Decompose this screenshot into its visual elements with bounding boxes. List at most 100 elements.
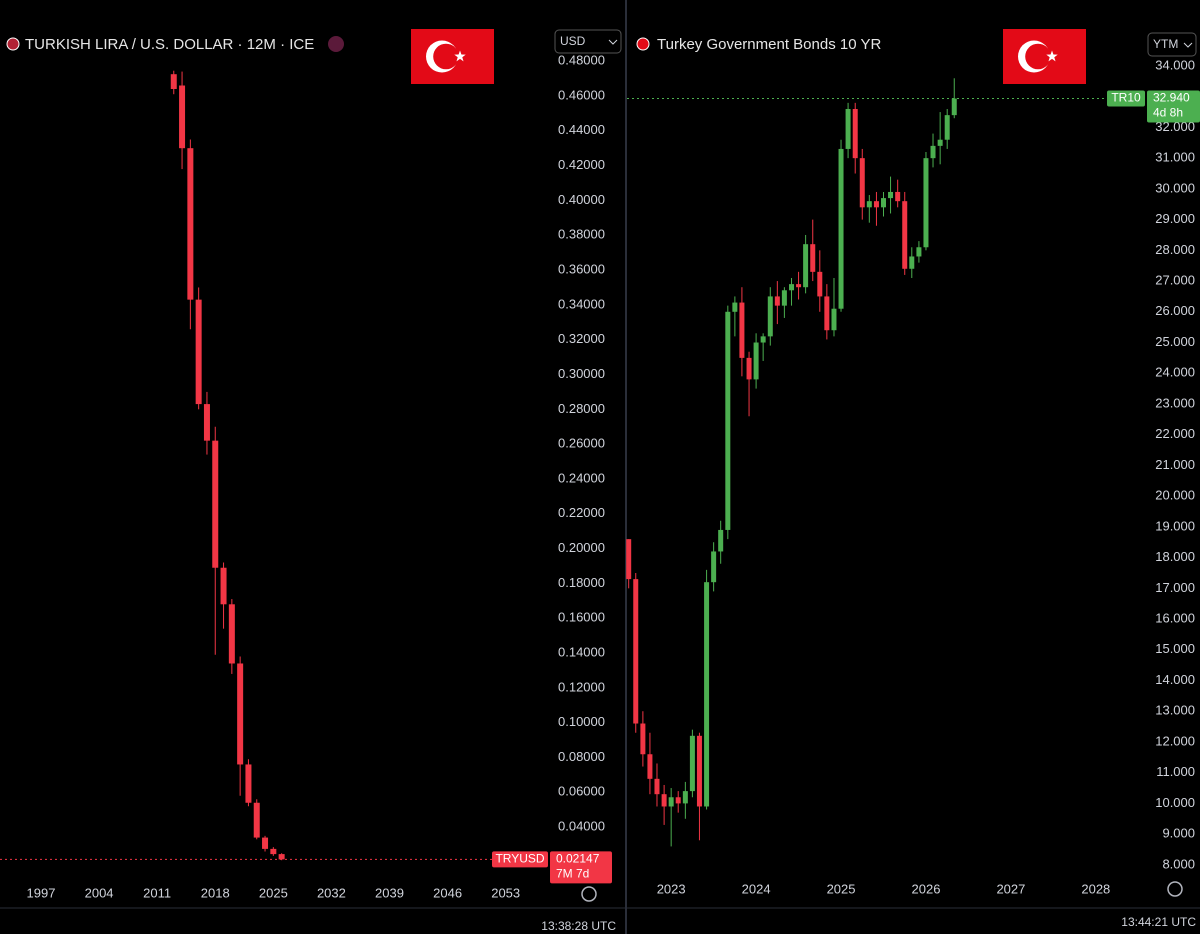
y-tick-label: 14.000	[1155, 672, 1195, 687]
y-tick-label: 30.000	[1155, 180, 1195, 195]
y-tick-label: 32.000	[1155, 119, 1195, 134]
candle-body	[810, 244, 816, 272]
x-tick-label: 2024	[742, 881, 771, 896]
x-tick-label: 2027	[996, 881, 1025, 896]
candle-body	[718, 529, 724, 552]
candle-body	[866, 201, 872, 208]
candle-body	[817, 271, 823, 297]
y-tick-label: 11.000	[1156, 764, 1195, 779]
candle-body	[170, 74, 177, 89]
y-tick-label: 31.000	[1155, 150, 1195, 165]
y-tick-label: 0.08000	[558, 749, 605, 764]
y-tick-label: 27.000	[1155, 272, 1195, 287]
symbol-tag	[1107, 90, 1145, 107]
countdown-label: 4d 8h	[1153, 106, 1183, 120]
candle-body	[838, 148, 844, 309]
candle-body	[902, 201, 908, 269]
y-tick-label: 0.46000	[558, 87, 605, 102]
x-tick-label: 2011	[143, 885, 171, 900]
y-tick-label: 25.000	[1155, 334, 1195, 349]
x-tick-label: 2046	[433, 885, 462, 900]
candle-body	[675, 797, 681, 804]
candle-body	[753, 342, 759, 380]
y-tick-label: 0.26000	[558, 436, 605, 451]
candle-body	[253, 802, 260, 838]
candle-body	[682, 791, 688, 804]
y-tick-label: 23.000	[1155, 395, 1195, 410]
y-tick-label: 13.000	[1155, 703, 1195, 718]
y-tick-label: 0.12000	[558, 679, 605, 694]
x-tick-label: 2026	[912, 881, 941, 896]
y-tick-label: 8.000	[1162, 856, 1195, 871]
y-tick-label: 0.40000	[558, 192, 605, 207]
currency-button[interactable]	[554, 29, 622, 54]
candle-body	[789, 284, 795, 291]
candle-body	[633, 579, 639, 724]
candle-body	[916, 247, 922, 257]
y-tick-label: 29.000	[1155, 211, 1195, 226]
candle-body	[195, 299, 202, 405]
y-tick-label: 0.32000	[558, 331, 605, 346]
y-tick-label: 16.000	[1155, 610, 1195, 625]
y-tick-label: 12.000	[1155, 733, 1195, 748]
flag	[411, 29, 494, 84]
y-tick-label: 19.000	[1155, 518, 1195, 533]
candle-body	[187, 148, 194, 300]
chevron	[1183, 42, 1193, 48]
symbol-tag-label: TR10	[1111, 91, 1141, 105]
candle-body	[746, 357, 752, 380]
x-tick-label: 2025	[259, 885, 288, 900]
candle-body	[824, 296, 830, 331]
flag	[1003, 29, 1086, 84]
candle-body	[228, 604, 235, 664]
currency-label[interactable]: YTM	[1153, 37, 1178, 51]
y-tick-label: 0.28000	[558, 401, 605, 416]
candle-body	[937, 139, 943, 146]
candle-body	[767, 296, 773, 337]
y-tick-label: 34.000	[1155, 57, 1195, 72]
currency-label[interactable]: USD	[560, 34, 586, 48]
candle-body	[220, 567, 227, 605]
y-tick-label: 0.06000	[558, 784, 605, 799]
clock: 13:44:21 UTC	[1121, 915, 1196, 929]
x-tick-label: 1997	[27, 885, 56, 900]
y-tick-label: 17.000	[1155, 580, 1195, 595]
candle-body	[654, 778, 660, 795]
candle-body	[881, 198, 886, 208]
candle-body	[270, 848, 277, 855]
candle-body	[640, 723, 646, 755]
y-tick-label: 0.24000	[558, 470, 605, 485]
price-tag-label: 32.940	[1153, 91, 1190, 105]
candle-body	[725, 311, 731, 530]
candle-body	[237, 663, 244, 765]
symbol-tag-label: TRYUSD	[495, 852, 544, 866]
candle-body	[831, 308, 837, 331]
candle-body	[951, 98, 957, 116]
currency-button[interactable]	[1147, 32, 1197, 57]
chevron	[608, 39, 618, 45]
y-tick-label: 0.48000	[558, 53, 605, 68]
candle-body	[852, 108, 858, 159]
candle-body	[212, 440, 219, 568]
candle-body	[704, 582, 710, 807]
candle-body	[647, 754, 653, 779]
y-tick-label: 26.000	[1155, 303, 1195, 318]
candle-body	[895, 191, 901, 202]
candle-body	[668, 797, 674, 807]
y-tick-label: 0.30000	[558, 366, 605, 381]
y-tick-label: 10.000	[1155, 795, 1195, 810]
candle-body	[774, 296, 780, 306]
candle-body	[909, 256, 915, 269]
y-tick-label: 28.000	[1155, 242, 1195, 257]
candle-body	[661, 794, 667, 807]
settings-icon[interactable]	[581, 886, 597, 902]
y-tick-label: 0.36000	[558, 261, 605, 276]
y-tick-label: 0.44000	[558, 122, 605, 137]
x-tick-label: 2025	[827, 881, 856, 896]
candle-body	[245, 764, 252, 803]
candle-body	[859, 158, 865, 208]
y-tick-label: 0.20000	[558, 540, 605, 555]
settings-icon[interactable]	[1167, 881, 1183, 897]
candle-body	[739, 302, 745, 358]
